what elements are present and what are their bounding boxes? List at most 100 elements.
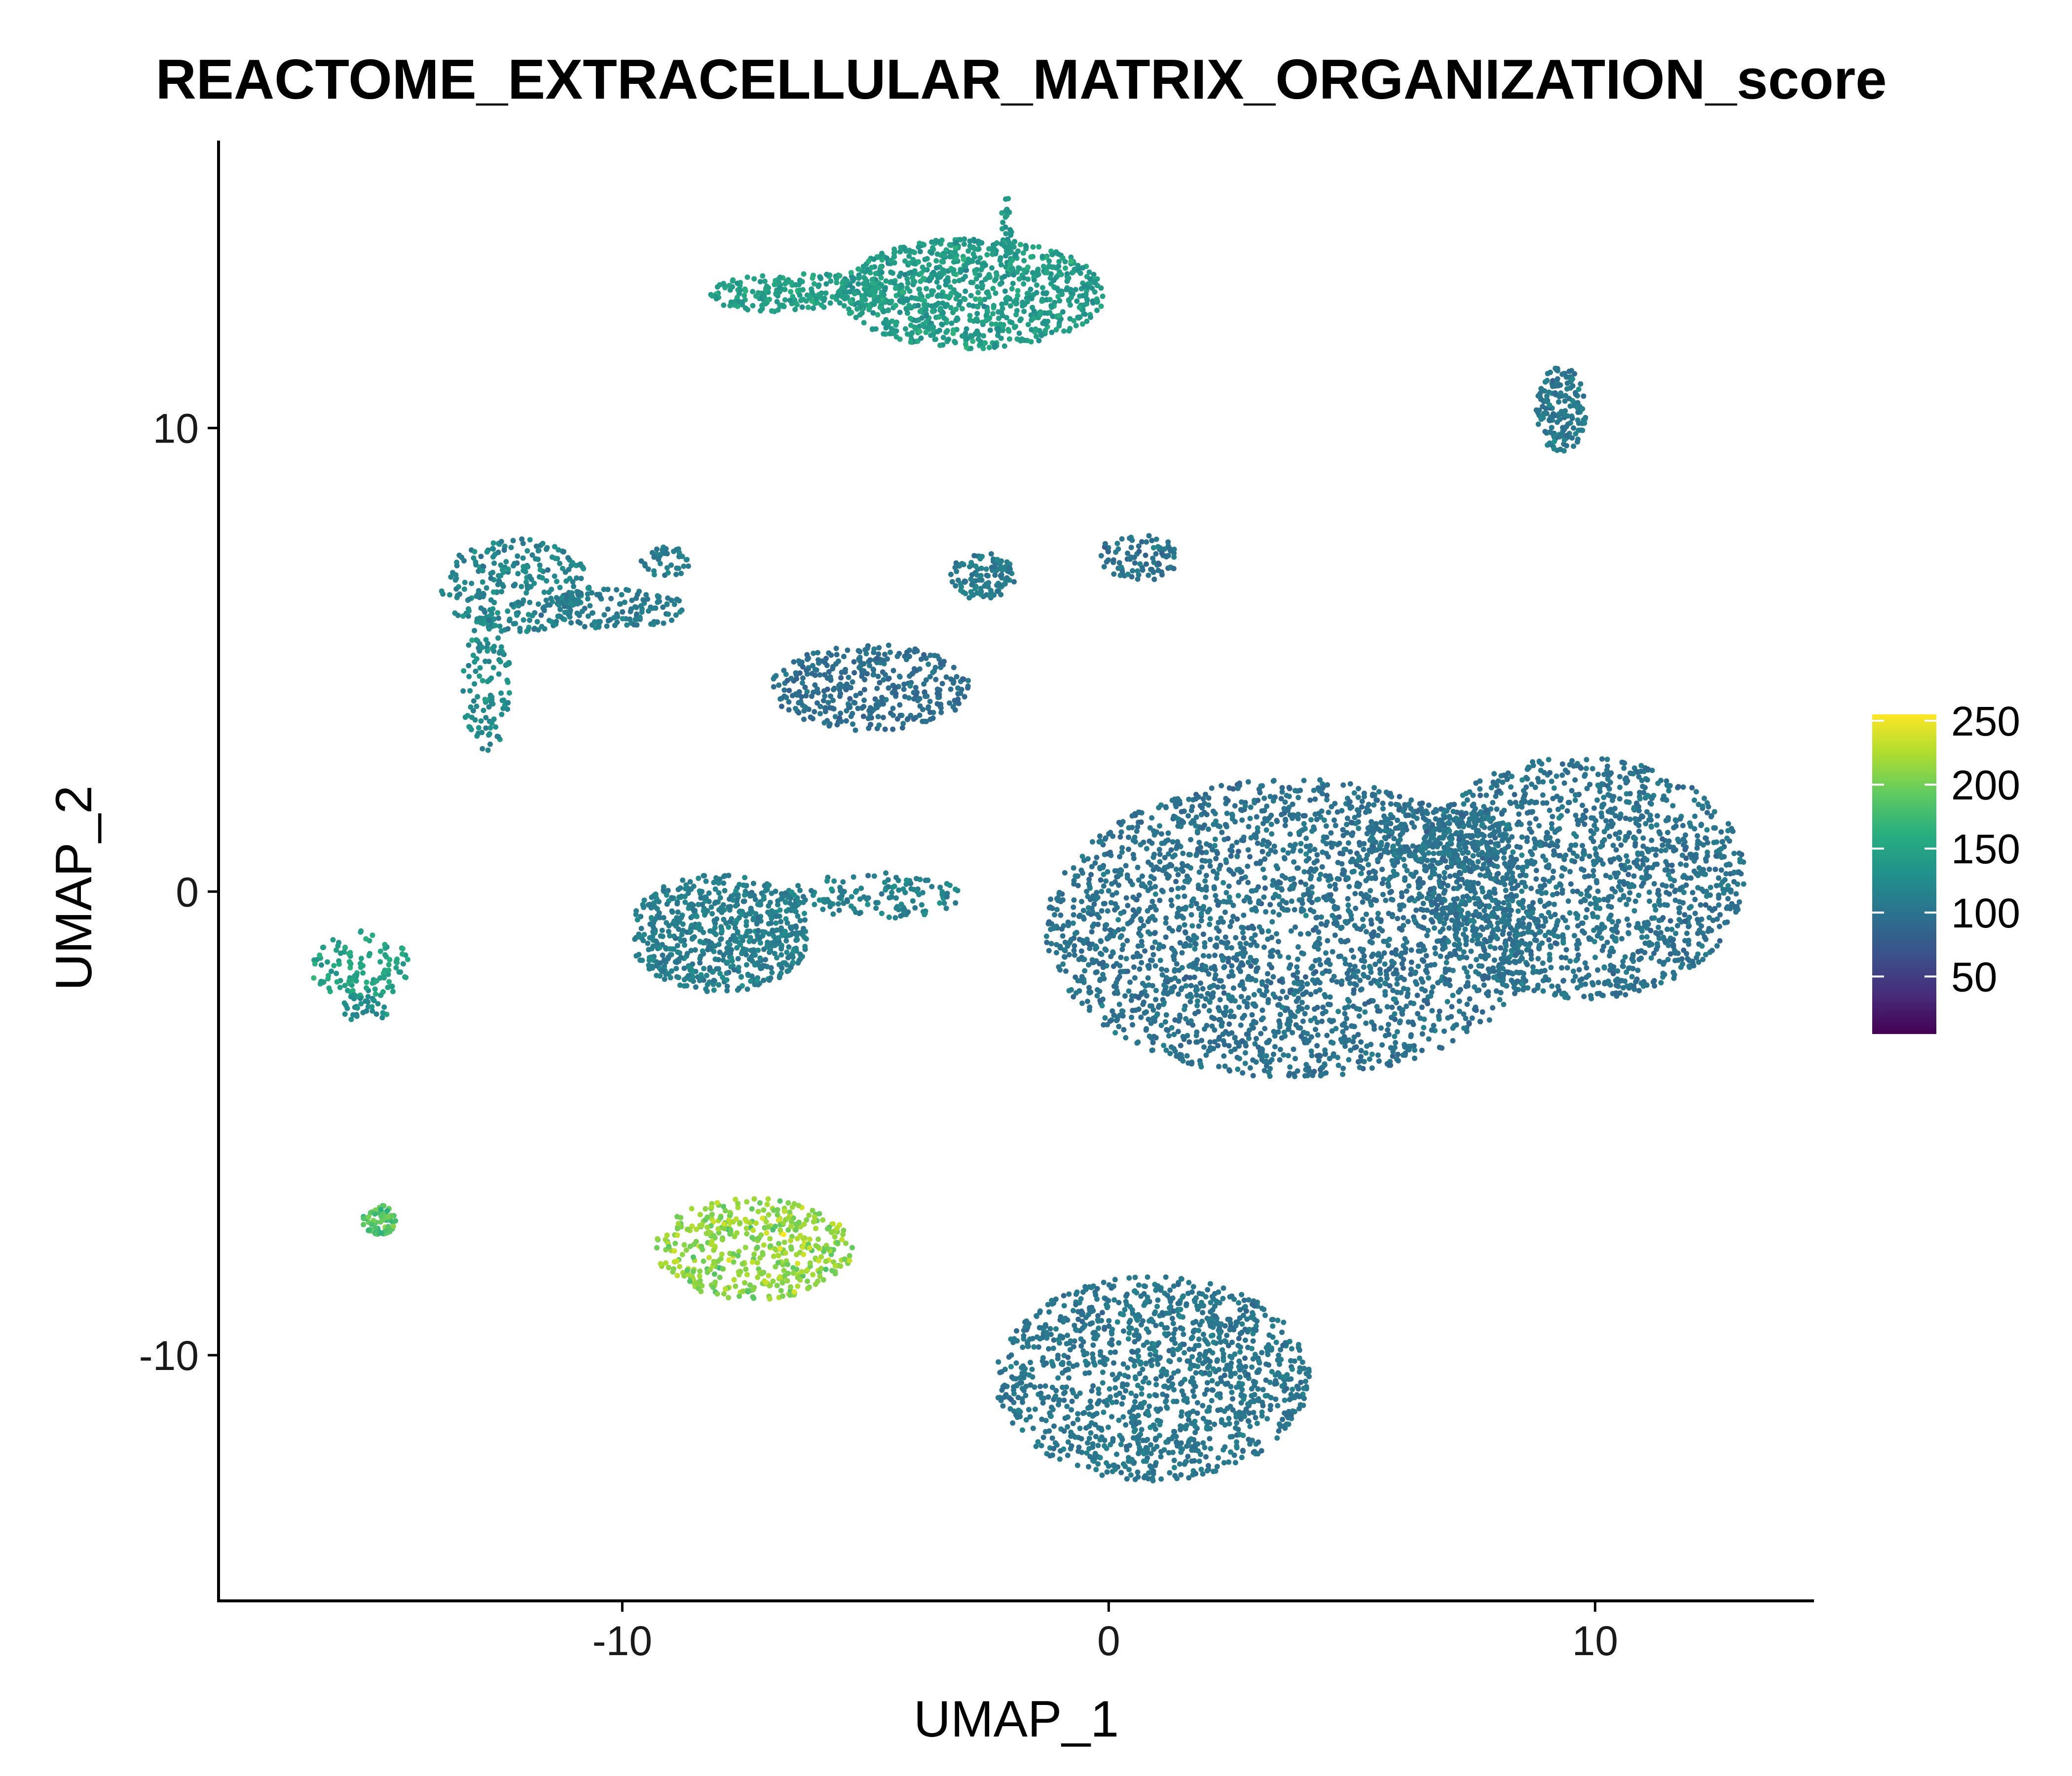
scatter-point — [994, 240, 1000, 246]
scatter-point — [765, 297, 771, 303]
scatter-point — [1277, 1046, 1283, 1052]
scatter-point — [930, 669, 936, 675]
scatter-point — [767, 899, 773, 905]
scatter-point — [1180, 868, 1186, 874]
scatter-point — [1439, 1045, 1445, 1051]
scatter-point — [881, 320, 887, 326]
scatter-point — [1071, 904, 1076, 910]
scatter-point — [1550, 383, 1555, 389]
scatter-point — [1025, 276, 1031, 282]
scatter-point — [1159, 550, 1165, 556]
scatter-point — [1145, 908, 1150, 914]
scatter-point — [1308, 817, 1314, 823]
scatter-point — [970, 338, 976, 344]
scatter-point — [972, 268, 978, 274]
scatter-point — [941, 253, 947, 259]
scatter-point — [614, 587, 620, 592]
scatter-point — [1404, 939, 1409, 945]
scatter-point — [1444, 999, 1450, 1004]
scatter-point — [1094, 854, 1100, 860]
scatter-point — [895, 907, 901, 913]
scatter-point — [1151, 851, 1157, 857]
scatter-point — [967, 317, 973, 323]
scatter-point — [1547, 402, 1553, 408]
scatter-point — [943, 674, 949, 680]
scatter-point — [886, 914, 892, 920]
scatter-point — [533, 556, 539, 562]
scatter-point — [479, 645, 485, 651]
scatter-point — [730, 277, 736, 283]
scatter-point — [848, 270, 854, 276]
scatter-point — [998, 255, 1003, 261]
scatter-point — [812, 902, 817, 907]
scatter-point — [837, 693, 843, 699]
scatter-point — [1262, 885, 1268, 891]
scatter-point — [903, 657, 909, 663]
scatter-point — [1074, 298, 1080, 304]
scatter-point — [1271, 1051, 1276, 1057]
scatter-point — [495, 635, 501, 641]
scatter-point — [1159, 966, 1165, 972]
scatter-point — [1345, 896, 1351, 902]
scatter-point — [1369, 1051, 1375, 1057]
scatter-point — [557, 560, 562, 566]
scatter-point — [815, 690, 821, 696]
scatter-point — [949, 320, 955, 326]
scatter-point — [690, 935, 696, 941]
scatter-point — [1297, 787, 1303, 793]
scatter-point — [1007, 303, 1013, 309]
scatter-point — [979, 240, 985, 246]
scatter-point — [1295, 944, 1301, 950]
scatter-point — [996, 315, 1001, 321]
scatter-point — [1263, 909, 1269, 915]
scatter-point — [1345, 997, 1351, 1002]
scatter-point — [1363, 1050, 1369, 1056]
scatter-point — [1544, 393, 1550, 399]
scatter-point — [523, 590, 529, 596]
scatter-point — [1128, 555, 1134, 560]
scatter-point — [1286, 955, 1292, 961]
scatter-point — [631, 622, 637, 628]
scatter-point — [924, 718, 929, 724]
scatter-point — [1323, 823, 1329, 829]
scatter-point — [976, 246, 982, 252]
scatter-point — [794, 302, 800, 308]
scatter-point — [478, 718, 484, 724]
scatter-point — [928, 275, 934, 281]
scatter-point — [657, 915, 663, 921]
scatter-point — [1061, 328, 1067, 334]
scatter-point — [1385, 943, 1391, 948]
scatter-point — [783, 278, 789, 284]
scatter-point — [1247, 815, 1253, 821]
scatter-point — [757, 935, 763, 941]
scatter-point — [1167, 1051, 1173, 1056]
scatter-point — [917, 696, 923, 702]
scatter-point — [505, 662, 511, 667]
scatter-point — [1402, 877, 1407, 883]
scatter-point — [711, 987, 717, 993]
scatter-point — [1073, 287, 1078, 293]
scatter-point — [1280, 847, 1286, 853]
scatter-point — [988, 551, 994, 557]
scatter-point — [1030, 304, 1036, 310]
scatter-point — [805, 304, 811, 310]
scatter-point — [1325, 938, 1331, 944]
scatter-point — [934, 329, 940, 334]
scatter-point — [1110, 892, 1115, 898]
scatter-point — [748, 905, 754, 911]
scatter-point — [505, 700, 511, 705]
scatter-point — [883, 697, 889, 703]
scatter-point — [850, 721, 855, 727]
scatter-point — [892, 684, 898, 690]
scatter-point — [824, 271, 830, 277]
scatter-point — [1036, 244, 1042, 250]
scatter-point — [1345, 902, 1351, 908]
scatter-point — [1038, 333, 1044, 338]
scatter-point — [1405, 919, 1411, 925]
scatter-point — [1195, 886, 1201, 891]
scatter-point — [833, 645, 839, 651]
scatter-point — [1077, 270, 1083, 276]
scatter-point — [1398, 974, 1404, 980]
scatter-point — [1110, 557, 1116, 563]
scatter-point — [1569, 413, 1575, 419]
